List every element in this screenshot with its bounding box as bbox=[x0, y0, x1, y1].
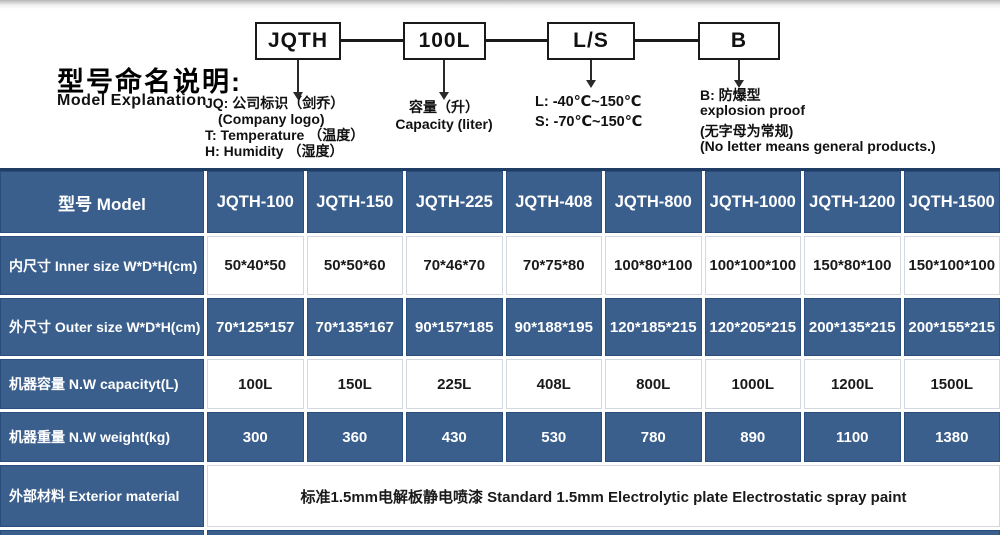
value-cell-0-5: 100*100*100 bbox=[704, 236, 801, 295]
value-cell-0-7: 150*100*100 bbox=[903, 236, 1000, 295]
model-header-cell-0: JQTH-100 bbox=[207, 171, 304, 233]
top-shadow-band bbox=[0, 0, 1000, 9]
value-cell-1-4: 120*185*215 bbox=[605, 298, 702, 356]
down-arrow-icon bbox=[297, 60, 299, 92]
note-line: Capacity (liter) bbox=[395, 116, 493, 132]
connector-line bbox=[635, 39, 698, 42]
value-cell-0-3: 70*75*80 bbox=[505, 236, 602, 295]
value-cell-2-3: 408L bbox=[505, 359, 602, 409]
note-line: T: Temperature （温度） bbox=[205, 127, 365, 143]
value-cell-2-0: 100L bbox=[207, 359, 304, 409]
value-cell-1-7: 200*155*215 bbox=[903, 298, 1000, 356]
code-box-jqth: JQTH bbox=[255, 22, 341, 60]
note-temperature-range: L: -40℃~150℃ S: -70℃~150℃ bbox=[535, 92, 642, 132]
note-line: B: 防爆型 bbox=[700, 87, 761, 103]
note-line: (Company logo) bbox=[218, 111, 325, 127]
row-label-cell-next bbox=[0, 530, 204, 535]
note-explosion-proof: B: 防爆型 explosion proof (无字母为常规) (No lett… bbox=[700, 88, 936, 154]
model-header-cell-2: JQTH-225 bbox=[406, 171, 503, 233]
value-cell-3-5: 890 bbox=[704, 412, 801, 462]
down-arrow-icon bbox=[293, 92, 303, 100]
model-header-cell-7: JQTH-1500 bbox=[903, 171, 1000, 233]
value-cell-2-1: 150L bbox=[306, 359, 403, 409]
spec-table-grid: 型号 Model JQTH-100 JQTH-150 JQTH-225 JQTH-408… bbox=[0, 171, 1000, 535]
code-box-explosion-proof: B bbox=[698, 22, 780, 60]
value-cell-1-5: 120*205*215 bbox=[704, 298, 801, 356]
value-cell-1-3: 90*188*195 bbox=[505, 298, 602, 356]
table-header-label: 型号 Model bbox=[0, 171, 204, 233]
row-label-cell-4: 外部材料 Exterior material bbox=[0, 465, 204, 527]
down-arrow-icon bbox=[590, 60, 592, 80]
merged-value-cell-next bbox=[207, 530, 1000, 535]
row-label-cell-3: 机器重量 N.W weight(kg) bbox=[0, 412, 204, 462]
value-cell-0-4: 100*80*100 bbox=[605, 236, 702, 295]
value-cell-3-3: 530 bbox=[505, 412, 602, 462]
value-cell-1-2: 90*157*185 bbox=[406, 298, 503, 356]
merged-value-cell-4: 标准1.5mm电解板静电喷漆 Standard 1.5mm Electrolyt… bbox=[207, 465, 1000, 527]
value-cell-3-6: 1100 bbox=[804, 412, 901, 462]
value-cell-3-4: 780 bbox=[605, 412, 702, 462]
value-cell-1-0: 70*125*157 bbox=[207, 298, 304, 356]
down-arrow-icon bbox=[586, 80, 596, 88]
value-cell-2-5: 1000L bbox=[704, 359, 801, 409]
value-cell-3-2: 430 bbox=[406, 412, 503, 462]
code-box-capacity: 100L bbox=[403, 22, 486, 60]
value-cell-1-6: 200*135*215 bbox=[804, 298, 901, 356]
note-jqth: JQ: 公司标识（剑乔） (Company logo) T: Temperatu… bbox=[205, 95, 364, 159]
note-capacity: 容量（升） Capacity (liter) bbox=[364, 99, 524, 133]
note-line: JQ: 公司标识（剑乔） bbox=[205, 95, 345, 111]
table-top-rule bbox=[0, 168, 1000, 171]
connector-line bbox=[341, 39, 403, 42]
value-cell-0-2: 70*46*70 bbox=[406, 236, 503, 295]
model-header-cell-5: JQTH-1000 bbox=[704, 171, 801, 233]
value-cell-1-1: 70*135*167 bbox=[306, 298, 403, 356]
value-cell-2-4: 800L bbox=[605, 359, 702, 409]
diagram-title-en: Model Explanation bbox=[57, 92, 207, 109]
model-header-cell-1: JQTH-150 bbox=[306, 171, 403, 233]
code-box-temperature-range: L/S bbox=[547, 22, 635, 60]
down-arrow-icon bbox=[443, 60, 445, 92]
value-cell-0-1: 50*50*60 bbox=[306, 236, 403, 295]
value-cell-3-7: 1380 bbox=[903, 412, 1000, 462]
note-line: L: -40℃~150℃ bbox=[535, 94, 642, 110]
down-arrow-icon bbox=[439, 92, 449, 100]
model-header-cell-6: JQTH-1200 bbox=[804, 171, 901, 233]
value-cell-3-0: 300 bbox=[207, 412, 304, 462]
note-line: explosion proof bbox=[700, 102, 805, 118]
value-cell-3-1: 360 bbox=[306, 412, 403, 462]
down-arrow-icon bbox=[738, 60, 740, 80]
note-line: H: Humidity （湿度） bbox=[205, 143, 344, 159]
note-line: (No letter means general products.) bbox=[700, 138, 936, 154]
note-line: 容量（升） bbox=[409, 99, 479, 115]
down-arrow-icon bbox=[734, 80, 744, 88]
row-label-cell-1: 外尺寸 Outer size W*D*H(cm) bbox=[0, 298, 204, 356]
diagram-title-cn: 型号命名说明: bbox=[57, 67, 242, 97]
value-cell-2-7: 1500L bbox=[903, 359, 1000, 409]
value-cell-0-6: 150*80*100 bbox=[804, 236, 901, 295]
value-cell-2-6: 1200L bbox=[804, 359, 901, 409]
model-header-cell-4: JQTH-800 bbox=[605, 171, 702, 233]
value-cell-0-0: 50*40*50 bbox=[207, 236, 304, 295]
connector-line bbox=[486, 39, 547, 42]
model-header-cell-3: JQTH-408 bbox=[505, 171, 602, 233]
row-label-cell-2: 机器容量 N.W capacityt(L) bbox=[0, 359, 204, 409]
row-label-cell-0: 内尺寸 Inner size W*D*H(cm) bbox=[0, 236, 204, 295]
note-line: (无字母为常规) bbox=[700, 123, 794, 139]
note-line: S: -70℃~150℃ bbox=[535, 114, 643, 130]
value-cell-2-2: 225L bbox=[406, 359, 503, 409]
